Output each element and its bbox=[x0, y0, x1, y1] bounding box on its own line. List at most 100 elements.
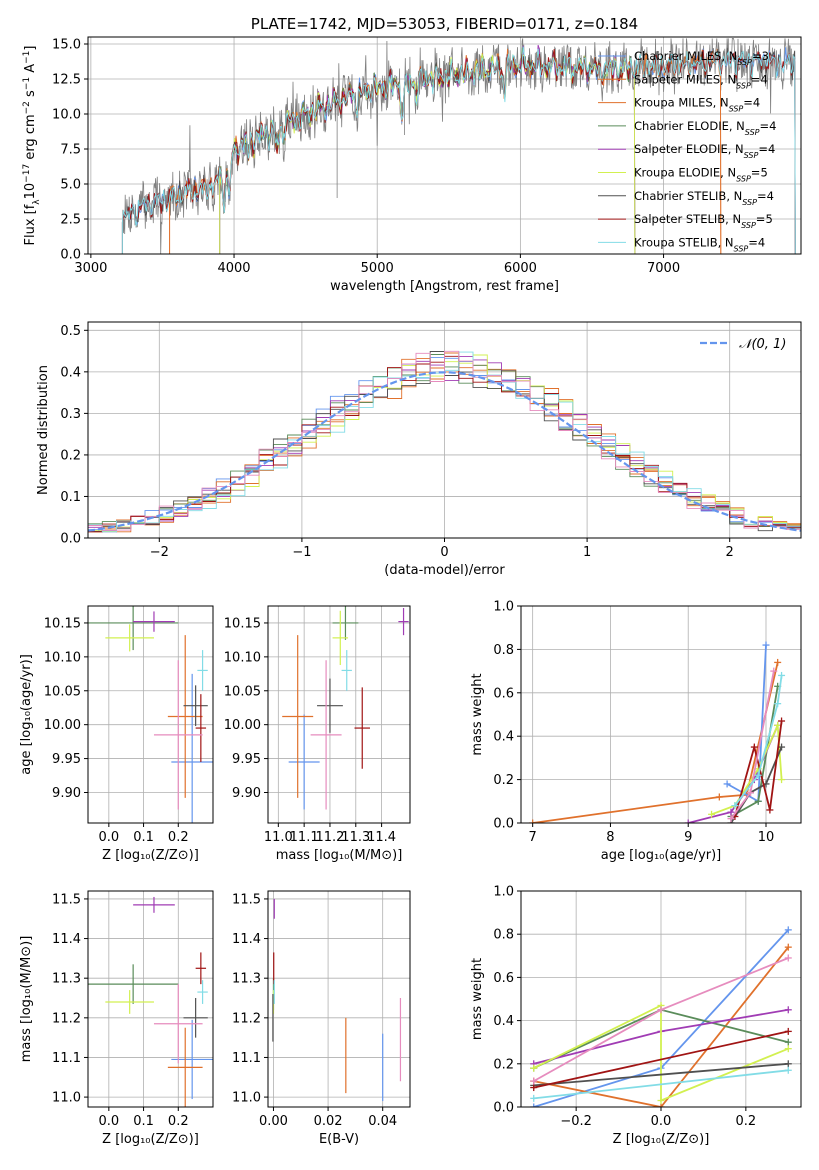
errorbar-point-2 bbox=[88, 964, 179, 1004]
y-tick-label: 10.05 bbox=[44, 684, 81, 699]
errorbar-point-4 bbox=[332, 610, 349, 665]
y-tick-label: 11.1 bbox=[52, 1051, 81, 1066]
legend-entry-7: Salpeter STELIB, NSSP=5 bbox=[634, 212, 773, 230]
legend-eq: = bbox=[757, 189, 767, 203]
plot-area bbox=[282, 606, 409, 810]
legend-nssp: 4 bbox=[758, 235, 765, 249]
x-tick-label: 0.0 bbox=[98, 1114, 119, 1129]
weight-marker bbox=[754, 797, 762, 805]
legend-entry-6: Chabrier STELIB, NSSP=4 bbox=[634, 189, 774, 207]
x-tick-label: 1 bbox=[583, 545, 591, 560]
axes-frame bbox=[87, 605, 214, 824]
legend-name: Salpeter ELODIE bbox=[634, 142, 728, 156]
weight-marker bbox=[750, 743, 758, 751]
errorbar-point-5 bbox=[183, 685, 208, 727]
x-tick-label: 3000 bbox=[74, 261, 107, 276]
grid bbox=[88, 891, 213, 1107]
x-axis-label: E(B-V) bbox=[319, 1132, 359, 1147]
legend-nssp: 4 bbox=[769, 119, 776, 133]
y-tick-label: 0.0 bbox=[493, 1101, 514, 1116]
y-tick-label: 10.10 bbox=[224, 650, 261, 665]
y-tick-label: 0.2 bbox=[60, 448, 81, 463]
x-axis-label: wavelength [Angstrom, rest frame] bbox=[330, 279, 559, 294]
y-axis-label-part: λ bbox=[32, 199, 42, 205]
legend-entry-0: Chabrier MILES, NSSP=3 bbox=[634, 49, 769, 67]
y-tick-label: 9.95 bbox=[232, 752, 261, 767]
legend-entry-2: Kroupa MILES, NSSP=4 bbox=[634, 96, 760, 114]
legend-sub: SSP bbox=[741, 221, 756, 230]
x-tick-label: −0.2 bbox=[560, 1114, 592, 1129]
y-tick-label: 0.4 bbox=[493, 730, 514, 745]
axes-frame bbox=[267, 605, 411, 824]
y-tick-label: 0.5 bbox=[60, 324, 81, 339]
y-axis-label-part: A bbox=[23, 64, 38, 77]
y-axis-label-part: −1 bbox=[22, 77, 32, 90]
weight-marker bbox=[784, 943, 792, 951]
x-tick-label: 6000 bbox=[504, 261, 537, 276]
legend-entry-gaussian: 𝒩(0, 1) bbox=[739, 337, 786, 352]
x-tick-label: 0.0 bbox=[651, 1114, 672, 1129]
y-tick-label: 0.0 bbox=[60, 248, 81, 263]
errorbar-point-5 bbox=[183, 998, 208, 1038]
legend-sep: , N bbox=[729, 119, 745, 133]
chart-title: PLATE=1742, MJD=53053, FIBERID=0171, z=0… bbox=[251, 15, 638, 33]
errorbar-point-4 bbox=[105, 990, 154, 1014]
x-tick-label: 8 bbox=[606, 830, 614, 845]
weight-marker bbox=[727, 808, 735, 816]
ticks: 0.0 0.1 0.2 11.0 11.1 11.2 11.3 11.4 11.5 bbox=[52, 892, 189, 1129]
axes-frame bbox=[87, 321, 802, 539]
legend-eq: = bbox=[743, 96, 753, 110]
panel-spectrum: 3000 4000 5000 6000 7000 0.0 2.5 5.0 7.5 10.0 12.5… bbox=[22, 15, 802, 294]
errorbar-point-0 bbox=[171, 673, 213, 823]
plot-area bbox=[88, 350, 801, 533]
legend-sub: SSP bbox=[736, 81, 751, 90]
legend-sep: , N bbox=[726, 189, 742, 203]
errorbar-point-7 bbox=[310, 660, 342, 810]
errorbar-point-8 bbox=[197, 980, 208, 1004]
y-tick-label: 11.0 bbox=[232, 1091, 261, 1106]
y-tick-label: 0.8 bbox=[493, 928, 514, 943]
y-tick-label: 9.90 bbox=[52, 786, 81, 801]
y-tick-label: 7.5 bbox=[60, 143, 81, 158]
weight-marker bbox=[778, 776, 786, 784]
weight-marker bbox=[784, 1027, 792, 1035]
data-spectrum-line bbox=[122, 38, 796, 254]
weight-marker bbox=[770, 667, 778, 675]
y-tick-label: 0.4 bbox=[60, 365, 81, 380]
legend-sep: , N bbox=[720, 72, 736, 86]
legend-entry-4: Salpeter ELODIE, NSSP=4 bbox=[634, 142, 775, 160]
y-tick-label: 1.0 bbox=[493, 885, 514, 900]
legend-nssp: 4 bbox=[768, 142, 775, 156]
weight-marker bbox=[774, 658, 782, 666]
y-tick-label: 10.00 bbox=[224, 718, 261, 733]
weight-line-2 bbox=[730, 686, 779, 818]
y-tick-label: 10.0 bbox=[52, 108, 81, 123]
legend-sep: , N bbox=[720, 166, 736, 180]
x-axis-label: Z [log₁₀(Z/Z⊙)] bbox=[613, 1132, 710, 1147]
errorbar-point-0 bbox=[171, 1019, 213, 1100]
x-tick-label: 11.2 bbox=[315, 830, 344, 845]
y-tick-label: 11.4 bbox=[52, 932, 81, 947]
x-axis-label: Z [log₁₀(Z/Z⊙)] bbox=[102, 1132, 199, 1147]
y-axis-label: mass weight bbox=[470, 958, 485, 1040]
legend-sep: , N bbox=[718, 235, 734, 249]
y-tick-label: 0.6 bbox=[493, 971, 514, 986]
y-tick-label: 11.4 bbox=[232, 932, 261, 947]
legend-name: Kroupa MILES bbox=[634, 96, 713, 110]
y-tick-label: 10.05 bbox=[224, 684, 261, 699]
weight-line-6 bbox=[734, 720, 783, 817]
y-axis-label-part: −1 bbox=[22, 51, 32, 64]
legend-entry-1: Salpeter MILES, NSSP=4 bbox=[634, 72, 768, 90]
y-tick-label: 11.3 bbox=[52, 972, 81, 987]
grid bbox=[88, 606, 213, 823]
x-tick-label: 0 bbox=[440, 545, 448, 560]
weight-marker bbox=[762, 641, 770, 649]
x-tick-label: 11.4 bbox=[367, 830, 396, 845]
panel-mass-vs-Z: 0.0 0.1 0.2 11.0 11.1 11.2 11.3 11.4 11.5 Z [log₁… bbox=[19, 890, 214, 1147]
weight-marker bbox=[731, 802, 739, 810]
weight-marker bbox=[778, 717, 786, 725]
gaussian-curve bbox=[88, 371, 801, 532]
legend-eq: = bbox=[760, 119, 770, 133]
weight-marker bbox=[530, 1094, 538, 1102]
y-tick-label: 11.1 bbox=[232, 1051, 261, 1066]
